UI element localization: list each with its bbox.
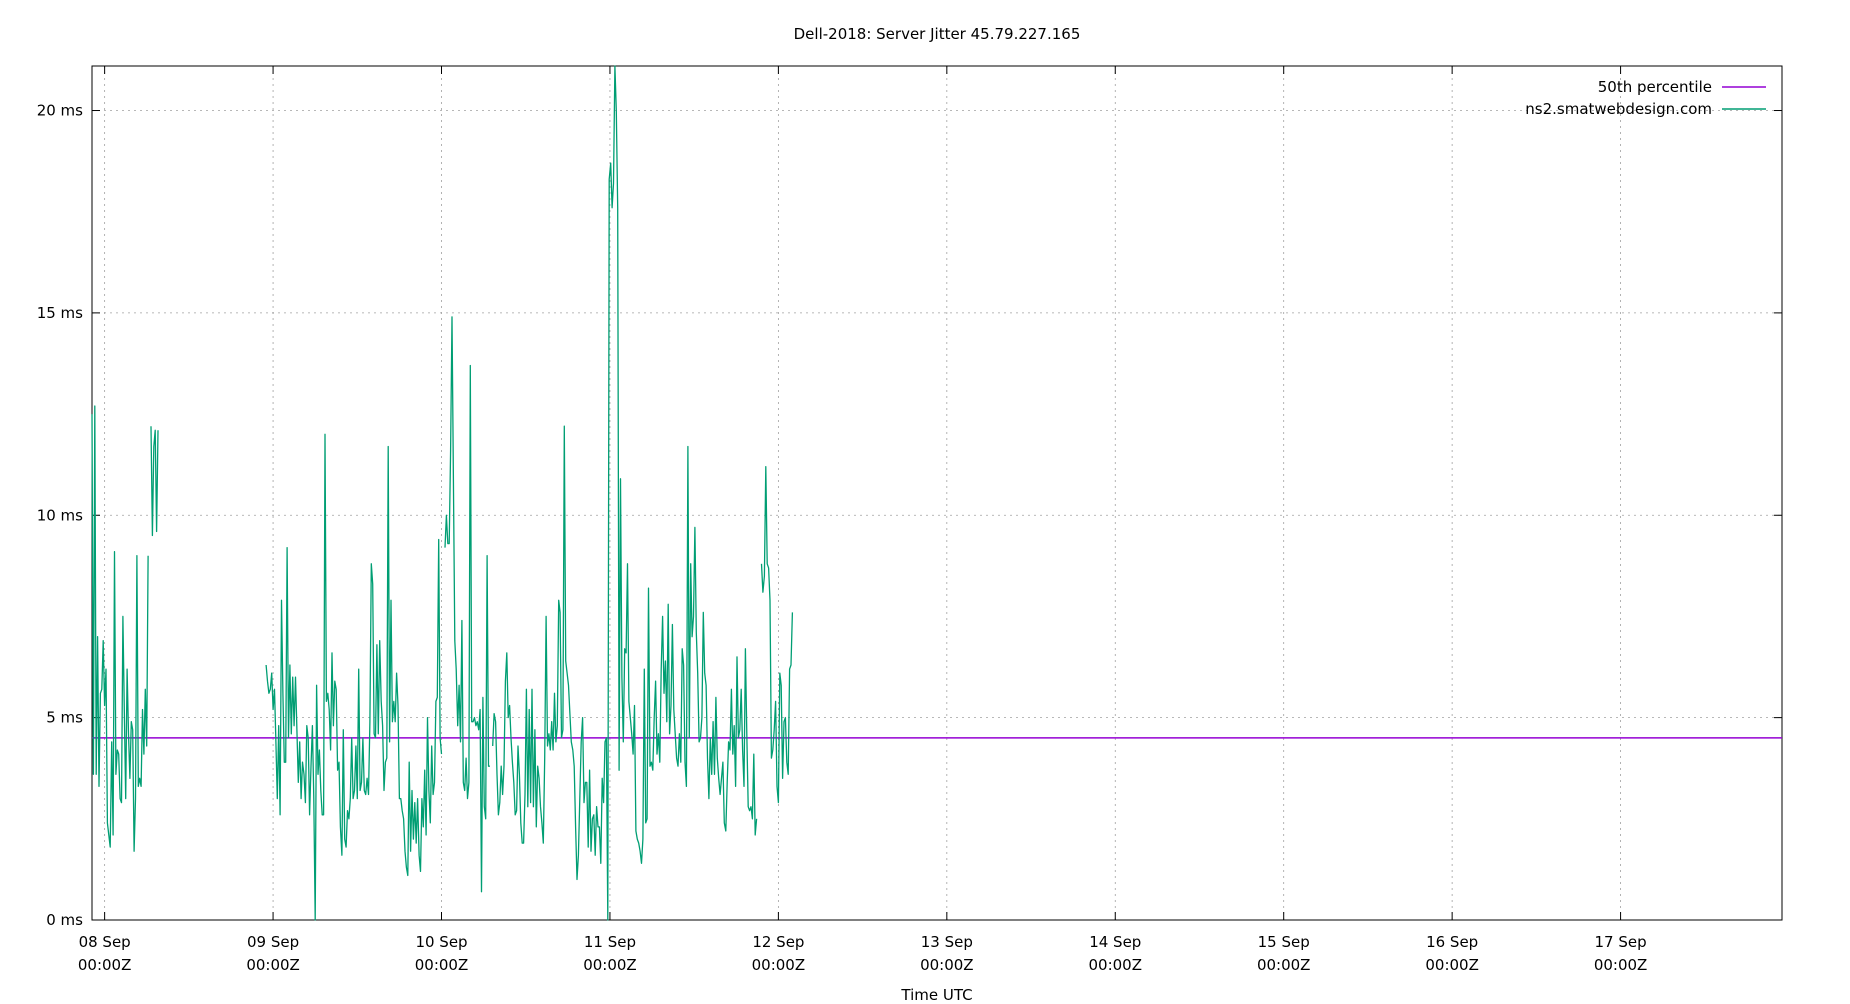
legend-label-50th-percentile: 50th percentile: [1598, 78, 1712, 96]
x-tick-label-date: 12 Sep: [752, 933, 804, 951]
x-tick-label-date: 09 Sep: [247, 933, 299, 951]
legend-label-ns2: ns2.smatwebdesign.com: [1525, 100, 1712, 118]
series-line-jitter: [760, 466, 794, 804]
x-tick-label-time: 00:00Z: [246, 956, 300, 974]
x-tick-label-time: 00:00Z: [920, 956, 974, 974]
y-tick-label: 10 ms: [37, 506, 83, 524]
y-tick-label: 20 ms: [37, 102, 83, 120]
legend: 50th percentile ns2.smatwebdesign.com: [1525, 78, 1766, 118]
x-tick-label-date: 15 Sep: [1258, 933, 1310, 951]
y-tick-label: 5 ms: [46, 709, 83, 727]
series-line-jitter: [150, 426, 159, 537]
x-tick-label-date: 11 Sep: [584, 933, 636, 951]
axis-layer: 0 ms 5 ms 10 ms 15 ms 20 ms 08 Sep 00:00Z 09 Se…: [37, 66, 1782, 974]
x-tick-label-date: 16 Sep: [1426, 933, 1478, 951]
x-tick-label-date: 13 Sep: [921, 933, 973, 951]
x-tick-label-time: 00:00Z: [415, 956, 469, 974]
x-tick-label-time: 00:00Z: [583, 956, 637, 974]
grid-layer: [92, 66, 1782, 920]
x-axis-label: Time UTC: [900, 986, 972, 1000]
x-tick-label-time: 00:00Z: [1257, 956, 1311, 974]
y-tick-label: 15 ms: [37, 304, 83, 322]
plot-frame: [91, 65, 1783, 921]
x-tick-label-date: 10 Sep: [415, 933, 467, 951]
x-tick-label-time: 00:00Z: [1089, 956, 1143, 974]
series-line-jitter: [444, 316, 490, 893]
x-tick-label-time: 00:00Z: [1425, 956, 1479, 974]
series-layer: [91, 65, 1782, 921]
series-line-jitter: [492, 65, 758, 921]
y-tick-label: 0 ms: [46, 911, 83, 929]
series-line-jitter: [265, 433, 443, 921]
x-tick-label-time: 00:00Z: [78, 956, 132, 974]
x-tick-label-time: 00:00Z: [1594, 956, 1648, 974]
x-tick-label-date: 14 Sep: [1089, 933, 1141, 951]
x-tick-label-date: 17 Sep: [1595, 933, 1647, 951]
series-line-jitter: [91, 405, 149, 852]
chart-title: Dell-2018: Server Jitter 45.79.227.165: [794, 25, 1081, 43]
x-tick-label-date: 08 Sep: [79, 933, 131, 951]
x-tick-label-time: 00:00Z: [752, 956, 806, 974]
